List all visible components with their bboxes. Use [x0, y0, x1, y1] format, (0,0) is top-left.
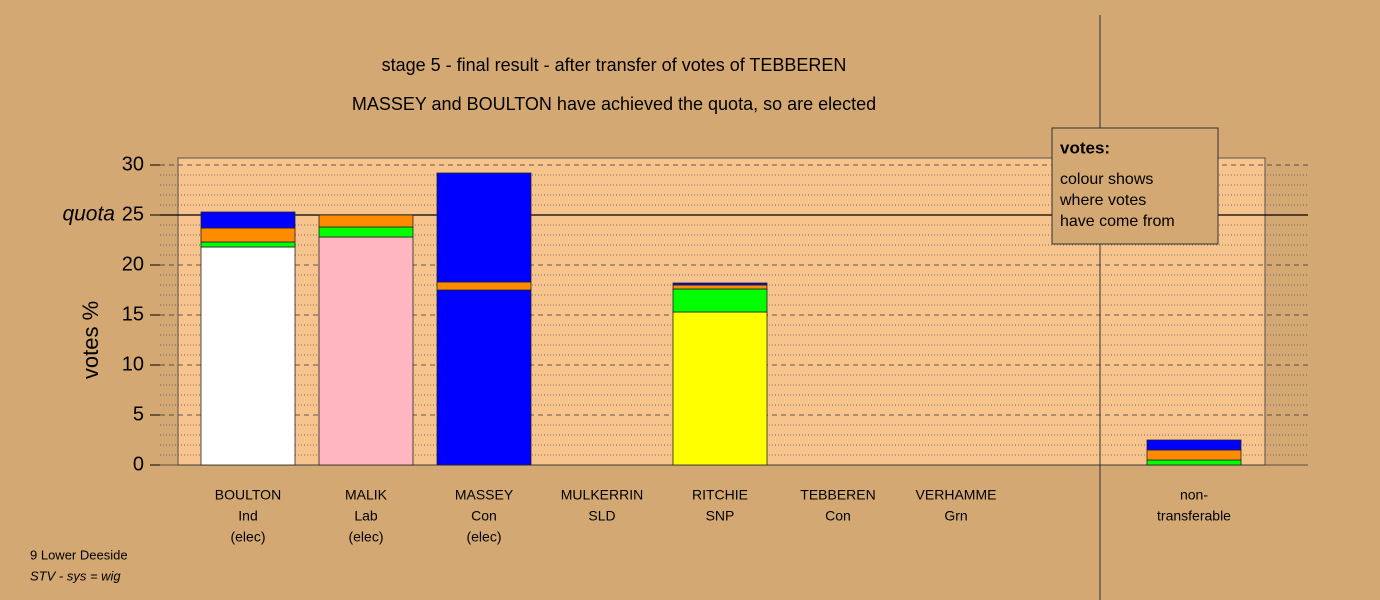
- bar-segment: [1146, 449, 1242, 461]
- x-tick-label: RITCHIE: [692, 487, 748, 503]
- bar-segment: [318, 236, 414, 466]
- y-tick-label: 20: [122, 253, 144, 275]
- x-tick-label: SNP: [706, 508, 735, 524]
- bar-segment: [200, 227, 296, 243]
- bar-segment: [200, 241, 296, 248]
- bar-segment: [318, 214, 414, 228]
- y-tick-label: 0: [133, 453, 144, 475]
- y-tick-label: 10: [122, 353, 144, 375]
- x-tick-label: Grn: [944, 508, 967, 524]
- bars: [200, 172, 1242, 466]
- x-tick-label: VERHAMME: [916, 487, 997, 503]
- bar-segment: [672, 282, 768, 286]
- quota-label: quota: [62, 203, 115, 226]
- bar-segment: [318, 226, 414, 238]
- footer: 9 Lower Deeside: [30, 547, 128, 562]
- bar-segment: [1146, 439, 1242, 451]
- x-tick-label: TEBBEREN: [800, 487, 875, 503]
- legend-box: [1051, 127, 1219, 245]
- legend-title: votes:: [1060, 138, 1110, 157]
- bar-segment: [200, 211, 296, 229]
- x-tick-label: BOULTON: [215, 487, 281, 503]
- x-tick-label: Lab: [354, 508, 378, 524]
- bar-segment: [1146, 459, 1242, 466]
- x-tick-label: (elec): [230, 529, 265, 545]
- x-tick-label: (elec): [348, 529, 383, 545]
- legend-text: have come from: [1060, 213, 1175, 230]
- bar-segment: [436, 289, 532, 466]
- chart-subtitle: MASSEY and BOULTON have achieved the quo…: [352, 94, 876, 114]
- x-tick-label: Con: [825, 508, 851, 524]
- x-tick-label: MASSEY: [455, 487, 514, 503]
- legend-text: where votes: [1059, 192, 1146, 209]
- y-tick-label: 25: [122, 203, 144, 225]
- bar-segment: [672, 284, 768, 290]
- x-tick-label: non-: [1180, 487, 1208, 503]
- x-tick-label: transferable: [1157, 508, 1231, 524]
- chart-title: stage 5 - final result - after transfer …: [382, 55, 847, 75]
- y-tick-label: 30: [122, 153, 144, 175]
- y-tick-label: 15: [122, 303, 144, 325]
- bar-segment: [672, 288, 768, 313]
- bar-segment: [200, 246, 296, 466]
- legend-text: colour shows: [1060, 171, 1153, 188]
- x-tick-label: (elec): [466, 529, 501, 545]
- bar-segment: [436, 281, 532, 291]
- y-axis-title: votes %: [78, 301, 103, 379]
- x-tick-label: MULKERRIN: [561, 487, 643, 503]
- y-tick-label: 5: [133, 403, 144, 425]
- legend: votes: colour shows where votes have com…: [1051, 127, 1219, 245]
- x-tick-label: MALIK: [345, 487, 388, 503]
- x-tick-label: Con: [471, 508, 497, 524]
- footer: STV - sys = wig: [30, 568, 121, 583]
- x-tick-label: SLD: [588, 508, 615, 524]
- bar-segment: [672, 311, 768, 466]
- bar-segment: [436, 172, 532, 283]
- x-tick-label: Ind: [238, 508, 257, 524]
